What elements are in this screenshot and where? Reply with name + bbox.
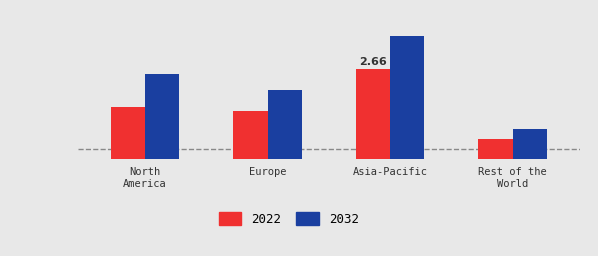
Bar <box>512 129 547 159</box>
Text: 2.66: 2.66 <box>359 57 387 67</box>
Bar <box>111 107 145 159</box>
Bar <box>233 111 268 159</box>
Bar <box>390 36 425 159</box>
Bar <box>478 139 512 159</box>
Bar <box>268 90 302 159</box>
Legend: 2022, 2032: 2022, 2032 <box>213 207 364 231</box>
Bar <box>356 69 390 159</box>
Bar <box>145 74 179 159</box>
